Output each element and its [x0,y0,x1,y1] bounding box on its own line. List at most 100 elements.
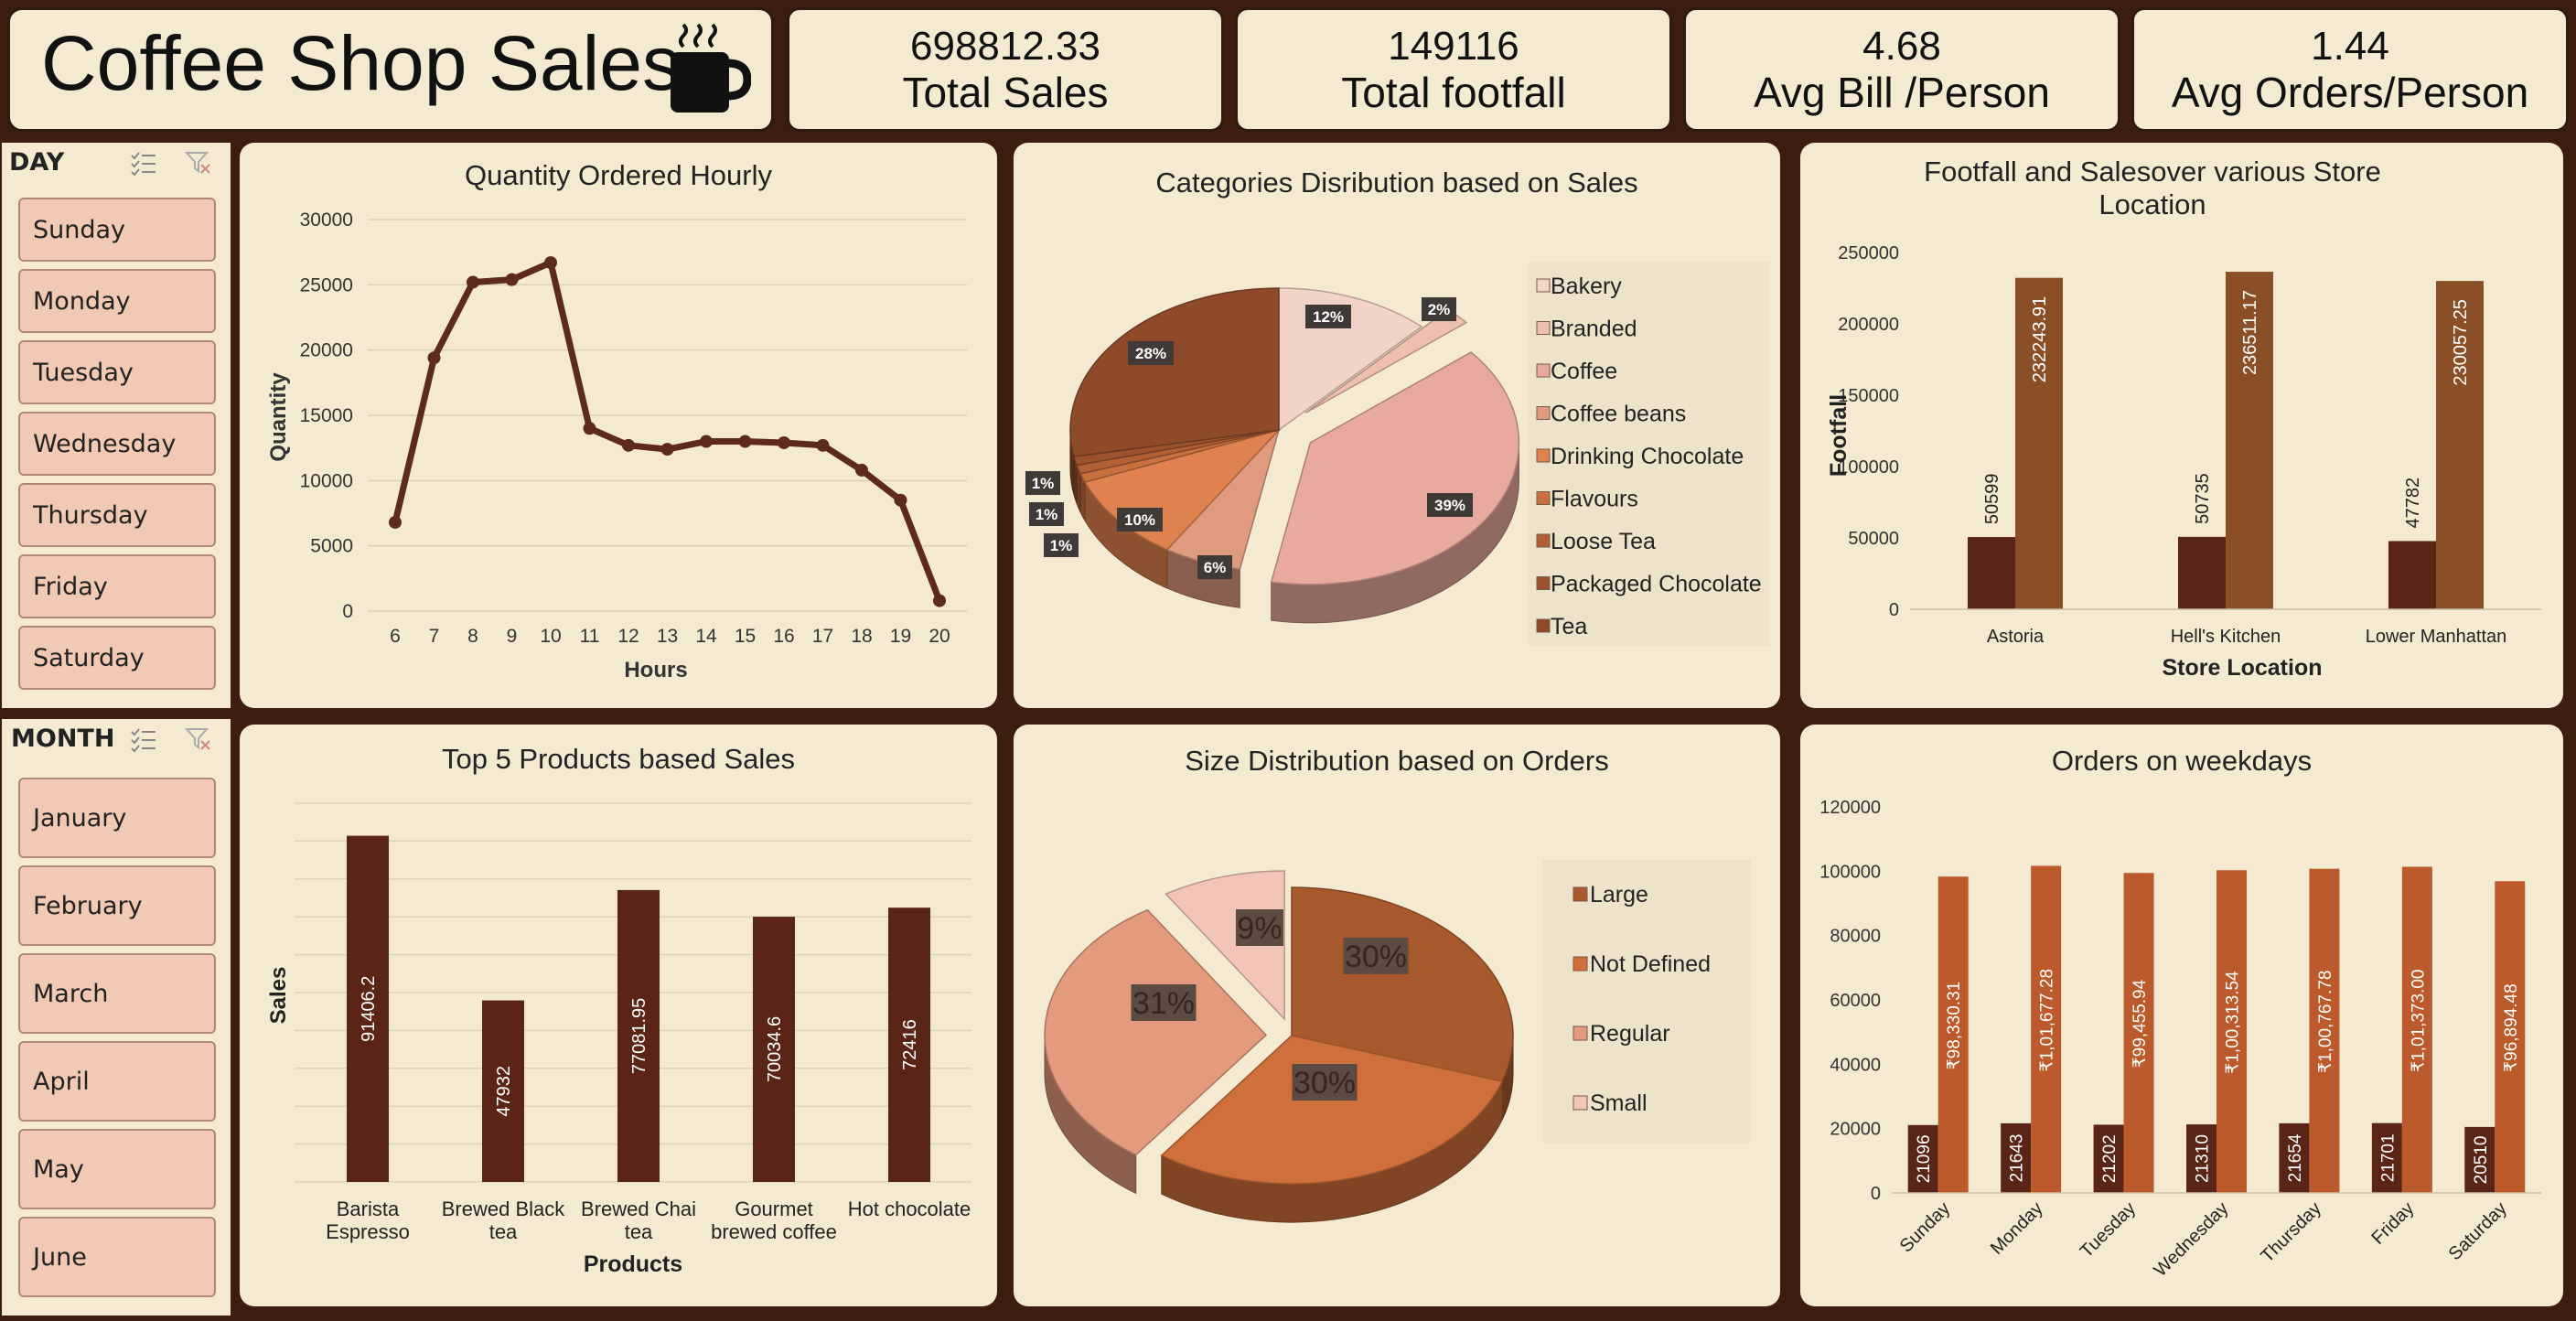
data-point [738,435,752,448]
data-point [933,594,946,607]
size-slice [1165,870,1285,1021]
x-tick-label: 10 [540,626,561,647]
data-point [544,256,557,270]
size-slice [1044,908,1268,1156]
y-tick-label: 40000 [1830,1055,1881,1075]
category-data-label-box [1128,341,1174,365]
kpi-label: Avg Bill /Person [1754,69,2050,116]
month-slicer-item-january[interactable]: January [18,778,216,858]
x-axis-title: Store Location [2162,655,2322,681]
x-tick-label: 11 [580,626,600,647]
month-slicer-item-june[interactable]: June [18,1217,216,1297]
x-tick-label: Astoria [1987,627,2045,647]
store-bar-chart: 0 50000 100000 150000 200000 250000 50599 23224… [1826,243,2541,681]
hourly-chart-title: Quantity Ordered Hourly [465,159,772,191]
x-axis-title: Hours [624,658,687,682]
coffee-cup-icon [671,23,751,113]
category-data-label-box [1029,502,1064,526]
category-data-label: 1% [1032,475,1055,492]
bar-data-label: 21096 [1915,1134,1934,1183]
kpi-avg-bill: 4.68 Avg Bill /Person [1683,7,2120,132]
legend-label: Flavours [1551,487,1638,512]
y-tick-label: 0 [1871,1184,1881,1204]
month-slicer-item-march[interactable]: March [18,953,216,1034]
day-slicer-item-tuesday[interactable]: Tuesday [18,340,216,404]
day-slicer-item-wednesday[interactable]: Wednesday [18,412,216,476]
weekday-bar-orders [2093,1124,2124,1193]
category-data-label: 6% [1204,559,1227,576]
weekday-bar-sales [2123,873,2154,1193]
kpi-total-sales: 698812.33 Total Sales [787,7,1224,132]
x-tick-label: Barista [337,1197,400,1220]
clear-filter-icon[interactable] [185,726,212,752]
category-data-label: 1% [1036,506,1058,523]
category-data-label-box [1025,471,1060,495]
multi-select-icon[interactable] [130,150,157,176]
data-point [700,435,713,448]
product-bar [753,917,795,1182]
size-data-label-box [1343,938,1409,974]
legend-swatch [1536,406,1551,420]
multi-select-icon[interactable] [130,726,157,752]
category-data-label-box [1422,297,1456,321]
y-axis-title: Footfall [1826,394,1852,477]
y-tick-label: 20000 [1830,1120,1881,1140]
y-tick-label: 0 [342,601,353,622]
legend-swatch [1536,448,1551,463]
x-tick-label: tea [625,1220,653,1243]
kpi-label: Total Sales [902,69,1109,116]
size-data-label: 9% [1237,911,1282,946]
bar-data-label: ₹98,330.31 [1945,982,1964,1070]
y-tick-label: 30000 [300,209,353,231]
bar-data-label: 21202 [2100,1134,2120,1183]
page-title: Coffee Shop Sales [41,20,681,106]
product-bar [617,889,660,1182]
kpi-value: 4.68 [1862,24,1941,69]
day-slicer-item-friday[interactable]: Friday [18,554,216,618]
bar-data-label: 70034.6 [765,1016,785,1082]
day-slicer-item-monday[interactable]: Monday [18,269,216,333]
kpi-label: Avg Orders/Person [2171,69,2529,116]
data-point [660,443,674,456]
legend-label: Packaged Chocolate [1551,572,1762,597]
size-data-label: 30% [1345,940,1407,974]
kpi-avg-orders: 1.44 Avg Orders/Person [2131,7,2569,132]
x-tick-label: 17 [812,626,833,647]
store-bar-sales [2015,277,2063,609]
x-tick-label: Monday [1987,1198,2047,1259]
x-tick-label: Thursday [2257,1198,2325,1267]
weekday-bar-sales [1937,876,1969,1193]
legend-label: Regular [1590,1021,1670,1047]
legend-swatch [1572,956,1588,972]
size-slice [1160,1035,1504,1185]
weekday-bar-orders [2371,1122,2402,1193]
bar-data-label: 230057.25 [2451,299,2471,386]
legend-label: Branded [1551,317,1637,342]
day-slicer-item-saturday[interactable]: Saturday [18,626,216,690]
day-slicer-item-sunday[interactable]: Sunday [18,198,216,262]
bar-data-label: ₹1,00,313.54 [2224,971,2243,1074]
x-tick-label: Saturday [2445,1198,2511,1264]
x-tick-label: 20 [928,626,950,647]
y-tick-label: 100000 [1838,457,1899,478]
store-bar-sales [2226,272,2273,609]
hourly-line-chart: 0 5000 10000 15000 20000 25000 30000 6 7 8 9 10 11 12… [266,209,967,682]
size-pie-chart: 30% 30% 31% 9% Large Not Defined Regular Small [1044,860,1751,1223]
month-slicer-item-may[interactable]: May [18,1129,216,1209]
month-slicer-item-february[interactable]: February [18,865,216,946]
day-slicer-item-thursday[interactable]: Thursday [18,483,216,547]
weekday-bar-sales [2309,868,2340,1193]
category-data-label-box [1305,305,1351,328]
clear-filter-icon[interactable] [185,150,212,176]
category-data-label-box [1044,533,1079,557]
x-tick-label: Tuesday [2077,1198,2140,1262]
legend-label: Drinking Chocolate [1551,444,1744,469]
legend-swatch [1536,278,1551,293]
category-legend [1528,262,1769,646]
weekday-bar-sales [2031,865,2062,1193]
category-slice [1270,351,1520,585]
x-tick-label: 19 [890,626,911,647]
x-tick-label: Gourmet [735,1197,813,1220]
month-slicer-item-april[interactable]: April [18,1041,216,1122]
